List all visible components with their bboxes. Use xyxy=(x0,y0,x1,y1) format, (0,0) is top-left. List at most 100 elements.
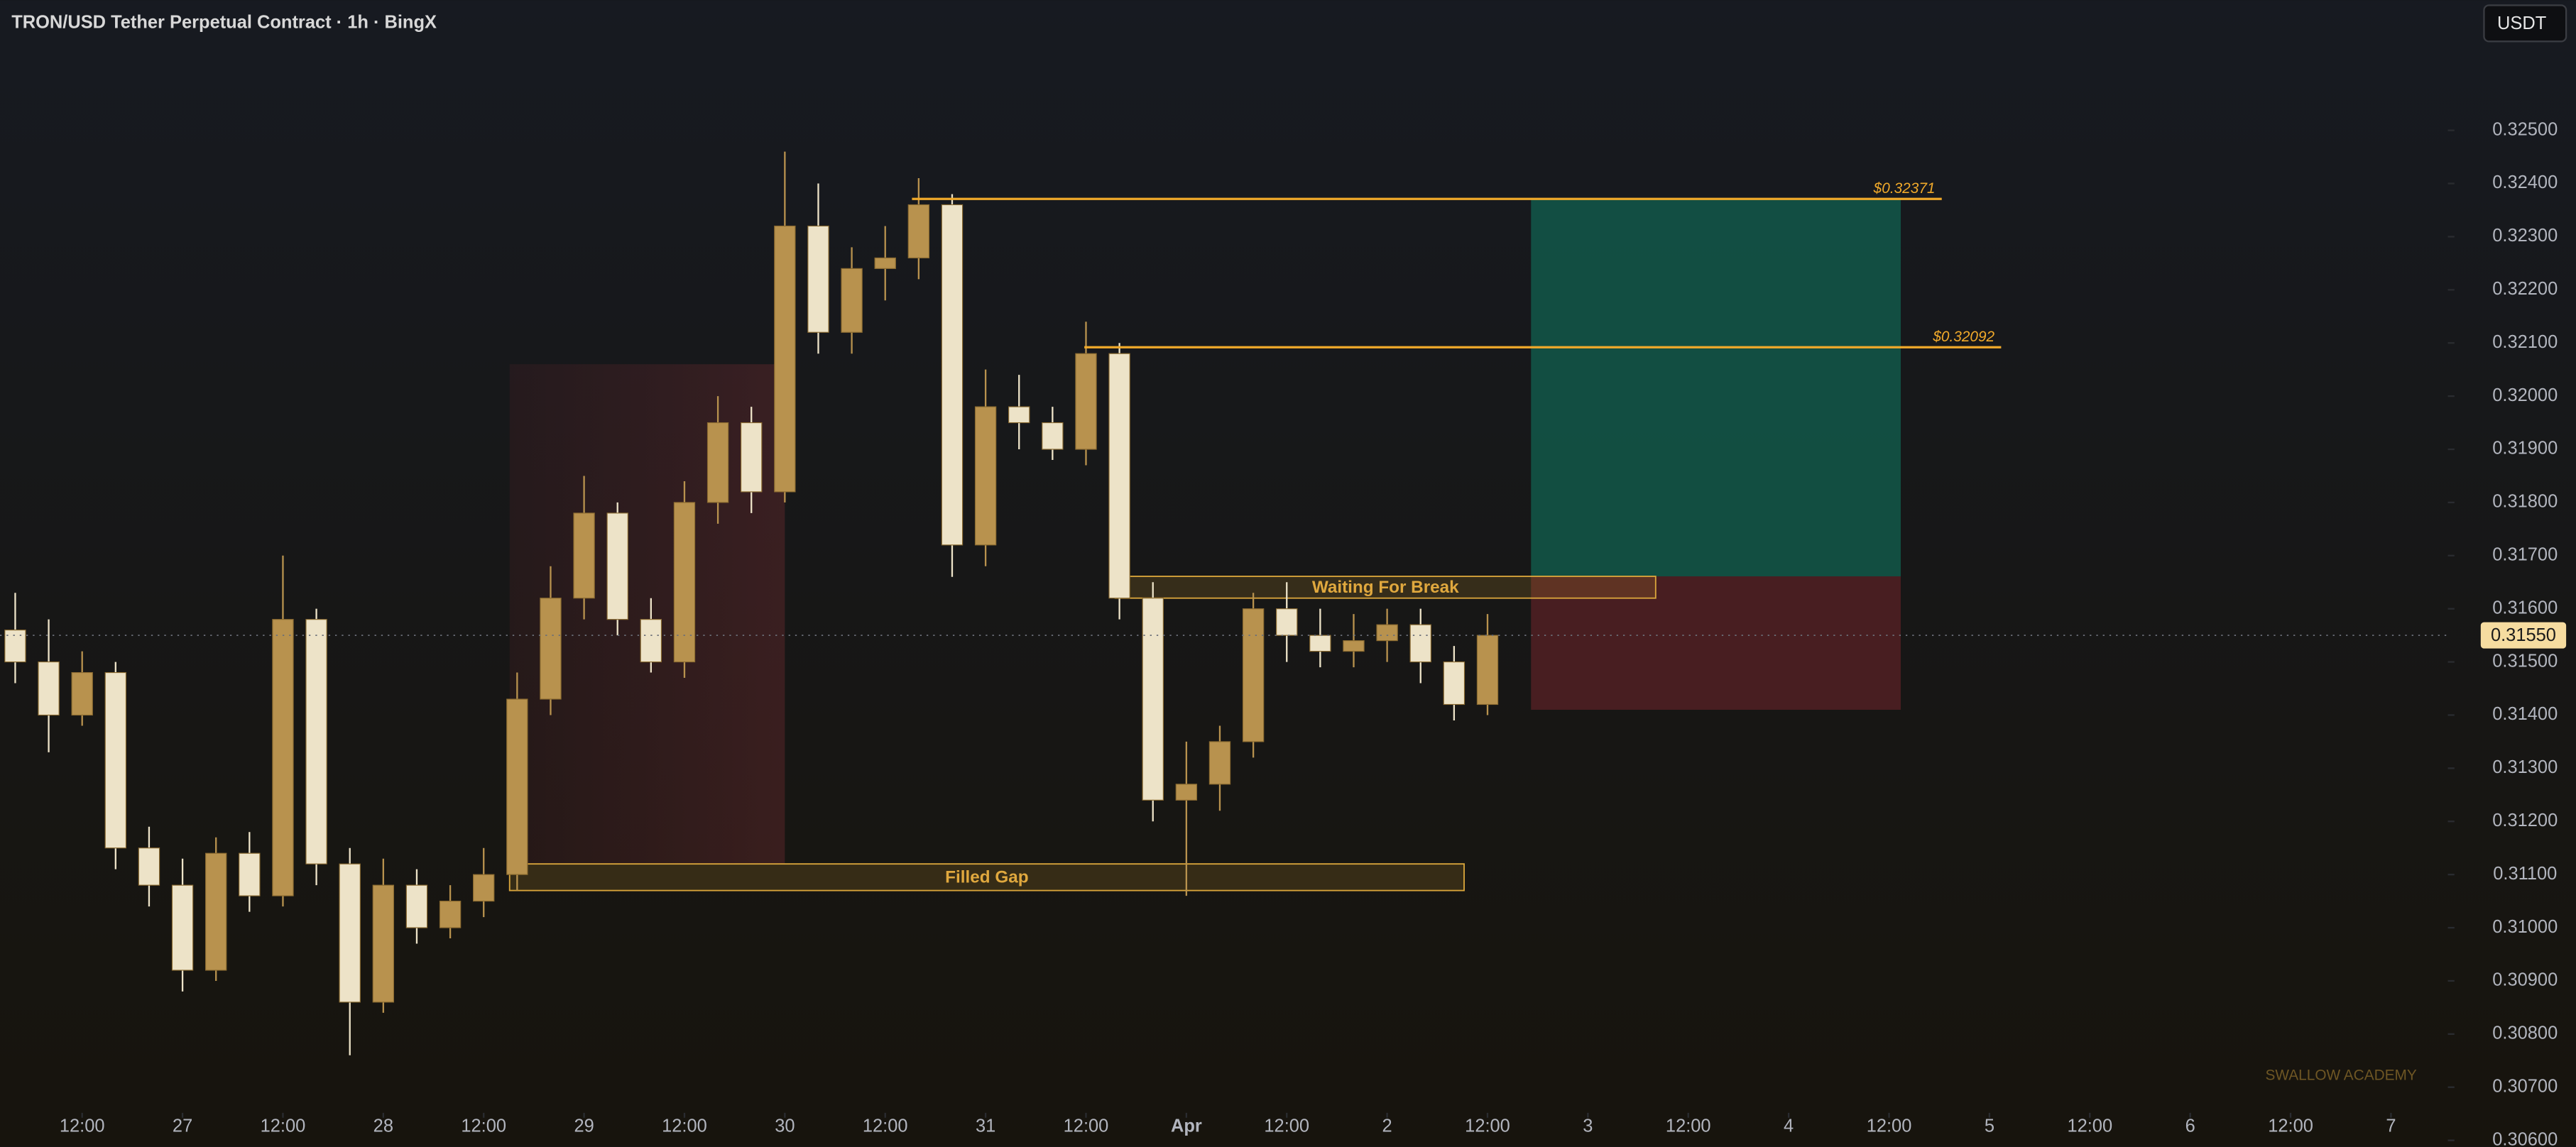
target-zone xyxy=(1531,199,1901,576)
x-tick-label: 4 xyxy=(1784,1116,1794,1136)
candle-body xyxy=(640,619,662,663)
y-tick-label: 0.30800 xyxy=(2492,1023,2558,1043)
candle-body xyxy=(573,512,595,599)
candle-body xyxy=(1208,741,1231,785)
candle-body xyxy=(1443,662,1466,706)
zone xyxy=(508,863,1465,891)
candle-body xyxy=(841,268,863,333)
candle-body xyxy=(741,422,763,493)
currency-button[interactable] xyxy=(2483,4,2567,43)
y-tick-label: 0.30700 xyxy=(2492,1076,2558,1096)
candle-body xyxy=(339,863,361,1003)
x-tick-label: 7 xyxy=(2386,1116,2396,1136)
x-tick-label: 12:00 xyxy=(863,1116,908,1136)
candle-body xyxy=(1376,624,1398,642)
y-tick-label: 0.31700 xyxy=(2492,545,2558,565)
x-tick-label: 6 xyxy=(2185,1116,2195,1136)
y-tick-label: 0.31500 xyxy=(2492,651,2558,671)
y-tick-label: 0.32000 xyxy=(2492,385,2558,405)
currency-label: USDT xyxy=(2497,13,2546,33)
candle-body xyxy=(807,225,829,333)
y-tick-label: 0.32100 xyxy=(2492,332,2558,352)
current-price-label: 0.31550 xyxy=(2491,625,2556,645)
candle-body xyxy=(1242,608,1265,742)
x-tick-label: 12:00 xyxy=(1867,1116,1912,1136)
x-tick-label: 28 xyxy=(373,1116,393,1136)
y-tick-label: 0.31900 xyxy=(2492,439,2558,459)
candle-body xyxy=(874,257,896,269)
y-tick-label: 0.31800 xyxy=(2492,492,2558,512)
candle-body xyxy=(1175,784,1198,801)
x-tick-label: 5 xyxy=(1985,1116,1994,1136)
zone-label: Filled Gap xyxy=(945,867,1028,887)
y-tick-label: 0.32300 xyxy=(2492,226,2558,246)
candle-body xyxy=(606,512,628,620)
x-tick-label: 12:00 xyxy=(461,1116,506,1136)
candle-body xyxy=(104,671,127,849)
candle-body xyxy=(1042,422,1064,450)
x-tick-label: 12:00 xyxy=(1064,1116,1109,1136)
y-tick-label: 0.30600 xyxy=(2492,1129,2558,1147)
candle-body xyxy=(239,852,261,896)
candle-body xyxy=(71,671,93,716)
candle-body xyxy=(272,619,294,896)
y-tick-label: 0.32500 xyxy=(2492,119,2558,139)
candle-body xyxy=(439,901,462,928)
x-tick-label: 27 xyxy=(173,1116,192,1136)
current-price-tag xyxy=(2480,622,2567,649)
candle-body xyxy=(4,630,26,663)
candle-body xyxy=(1142,598,1164,801)
y-tick-label: 0.32400 xyxy=(2492,172,2558,192)
candle-body xyxy=(1075,353,1097,450)
x-tick-label: 12:00 xyxy=(662,1116,707,1136)
price-level-label: $0.32371 xyxy=(1873,180,1936,197)
candle-body xyxy=(941,204,964,546)
candle-body xyxy=(974,406,997,546)
x-tick-label: 12:00 xyxy=(2067,1116,2112,1136)
watermark: SWALLOW ACADEMY xyxy=(2266,1068,2417,1084)
x-tick-label: 12:00 xyxy=(60,1116,105,1136)
zone-label: Waiting For Break xyxy=(1312,578,1459,597)
y-tick-label: 0.31100 xyxy=(2493,864,2557,884)
candle-body xyxy=(1476,635,1499,706)
chart-title: TRON/USD Tether Perpetual Contract · 1h … xyxy=(11,13,437,33)
plot: 0.30600 0.30700 0.30800 0.30900 0.31000 0.311… xyxy=(0,119,2567,1147)
x-tick-label: 3 xyxy=(1583,1116,1593,1136)
candle-body xyxy=(405,884,428,928)
x-tick-label: 12:00 xyxy=(1666,1116,1711,1136)
x-tick-label: 12:00 xyxy=(261,1116,306,1136)
x-tick-label: 31 xyxy=(976,1116,995,1136)
x-tick-label: Apr xyxy=(1171,1116,1202,1136)
y-tick-label: 0.31600 xyxy=(2492,598,2558,618)
candle-body xyxy=(305,619,327,865)
x-tick-label: 30 xyxy=(775,1116,795,1136)
x-tick-label: 12:00 xyxy=(2268,1116,2313,1136)
x-tick-label: 12:00 xyxy=(1465,1116,1510,1136)
candle-body xyxy=(1409,624,1431,663)
candle-body xyxy=(1309,635,1331,652)
x-tick-label: 2 xyxy=(1382,1116,1392,1136)
x-tick-label: 12:00 xyxy=(1264,1116,1309,1136)
y-tick-label: 0.31200 xyxy=(2492,811,2558,830)
candle-body xyxy=(1008,406,1030,424)
candle-body xyxy=(1343,640,1365,652)
y-tick-label: 0.32200 xyxy=(2492,279,2558,299)
candle-body xyxy=(774,225,796,493)
x-tick-label: 29 xyxy=(574,1116,594,1136)
y-tick-label: 0.30900 xyxy=(2492,970,2558,990)
candle-body xyxy=(1276,608,1298,636)
candle-body xyxy=(38,662,60,716)
zone xyxy=(1114,576,1657,599)
candle-body xyxy=(138,847,160,886)
candle-body xyxy=(540,598,562,700)
candle-body xyxy=(205,852,227,971)
candle-body xyxy=(473,874,495,902)
price-level-label: $0.32092 xyxy=(1932,329,1994,345)
candle-body xyxy=(673,502,696,663)
y-tick-label: 0.31000 xyxy=(2492,917,2558,937)
y-tick-label: 0.31300 xyxy=(2492,757,2558,777)
candle-body xyxy=(506,698,528,875)
